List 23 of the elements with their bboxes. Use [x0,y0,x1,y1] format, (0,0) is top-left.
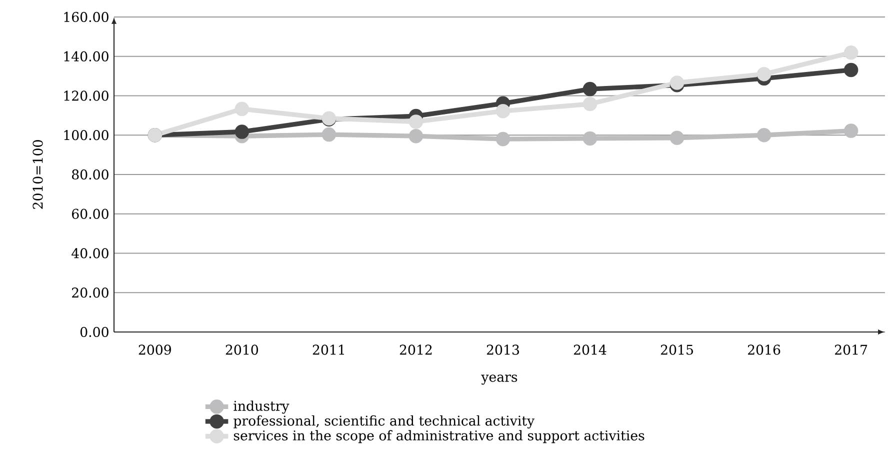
x-tick-label: 2014 [574,344,606,355]
x-tick-label: 2015 [660,344,693,355]
x-tick-label: 2012 [400,344,432,355]
y-tick-label: 40.00 [72,248,108,258]
legend-label: industry [234,400,290,414]
legend-label: services in the scope of administrative and support activities [234,430,644,444]
y-tick-label: 0.00 [80,326,108,338]
y-tick-label: 140.00 [64,51,108,62]
y-tick-label: 100.00 [64,130,108,140]
x-tick-label: 2017 [834,344,868,355]
x-tick-label: 2013 [486,344,519,355]
legend-label: professional, scientific and technical activity [234,415,535,428]
y-tick-label: 20.00 [72,288,108,298]
x-axis-title: years [481,374,518,385]
x-tick-label: 2011 [312,344,344,355]
x-tick-label: 2010 [226,344,258,355]
y-tick-label: 80.00 [72,169,108,180]
x-tick-label: 2016 [748,344,780,355]
y-tick-label: 60.00 [72,208,108,219]
y-tick-label: 160.00 [64,12,108,22]
y-axis-title: 2010=100 [32,140,43,209]
x-tick-label: 2009 [138,344,171,355]
y-tick-label: 120.00 [64,90,108,101]
